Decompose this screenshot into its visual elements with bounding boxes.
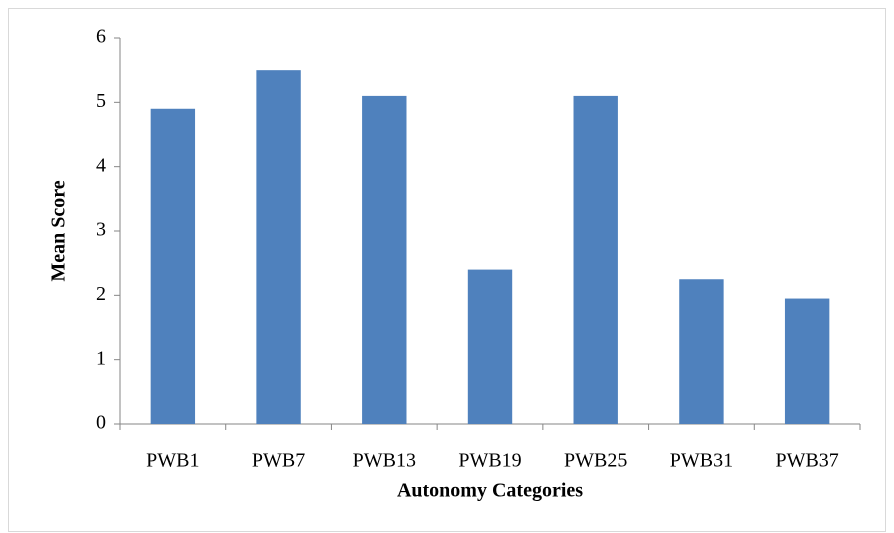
bar (256, 70, 301, 425)
y-tick-label: 1 (96, 347, 106, 369)
x-tick-label: PWB37 (775, 450, 838, 472)
y-tick-label: 0 (96, 412, 106, 434)
bar (150, 108, 196, 425)
x-tick-label: PWB13 (353, 450, 416, 472)
bar (573, 95, 618, 425)
bar (362, 95, 407, 425)
x-tick-label: PWB19 (458, 450, 521, 472)
x-tick-label: PWB1 (146, 450, 199, 472)
y-tick-label: 4 (96, 154, 106, 176)
y-tick-label: 5 (96, 90, 106, 112)
y-tick-label: 6 (96, 26, 106, 48)
y-tick-label: 2 (96, 283, 106, 305)
chart-frame (8, 8, 886, 532)
bar (679, 279, 724, 424)
bar (784, 298, 830, 424)
y-axis-title: Mean Score (48, 180, 70, 281)
x-axis-title: Autonomy Categories (397, 480, 583, 502)
bar (467, 269, 513, 424)
x-tick-label: PWB25 (564, 450, 627, 472)
x-tick-label: PWB7 (252, 450, 305, 472)
x-tick-label: PWB31 (670, 450, 733, 472)
y-tick-label: 3 (96, 219, 106, 241)
